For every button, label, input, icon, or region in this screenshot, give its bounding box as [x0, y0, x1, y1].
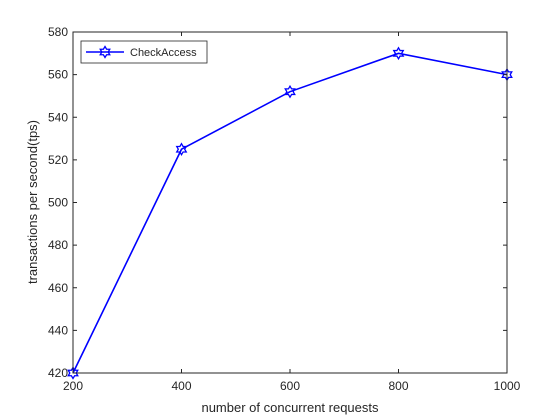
y-tick-label: 440 — [48, 323, 68, 337]
y-tick-label: 520 — [48, 153, 68, 167]
legend-entry-checkaccess: CheckAccess — [130, 47, 197, 59]
x-tick-label: 1000 — [494, 379, 521, 393]
series-line-checkaccess — [72, 52, 508, 374]
y-tick-label: 540 — [48, 110, 68, 124]
data-point — [284, 84, 296, 99]
data-point — [175, 142, 188, 157]
x-tick-label: 200 — [63, 379, 83, 393]
y-tick-label: 580 — [48, 25, 68, 39]
x-axis-label: number of concurrent requests — [201, 400, 379, 415]
data-point — [392, 46, 405, 61]
plot-background — [73, 32, 507, 373]
x-tick-label: 800 — [388, 379, 408, 393]
x-tick-label: 600 — [280, 379, 300, 393]
x-tick-label: 400 — [171, 379, 191, 393]
y-tick-label: 500 — [48, 196, 68, 210]
legend-marker — [99, 45, 111, 59]
y-axis-label: transactions per second(tps) — [25, 120, 40, 284]
y-tick-label: 560 — [48, 68, 68, 82]
x-axis: 200 400 600 800 1000 — [63, 32, 521, 393]
y-tick-label: 480 — [48, 238, 68, 252]
y-tick-label: 460 — [48, 281, 68, 295]
legend: CheckAccess — [80, 40, 208, 64]
legend-marker-icon — [99, 45, 111, 59]
y-axis: 420 440 460 480 500 520 540 560 580 — [48, 25, 507, 380]
legend-box — [80, 40, 208, 64]
y-tick-label: 420 — [48, 366, 68, 380]
data-point — [67, 366, 79, 380]
